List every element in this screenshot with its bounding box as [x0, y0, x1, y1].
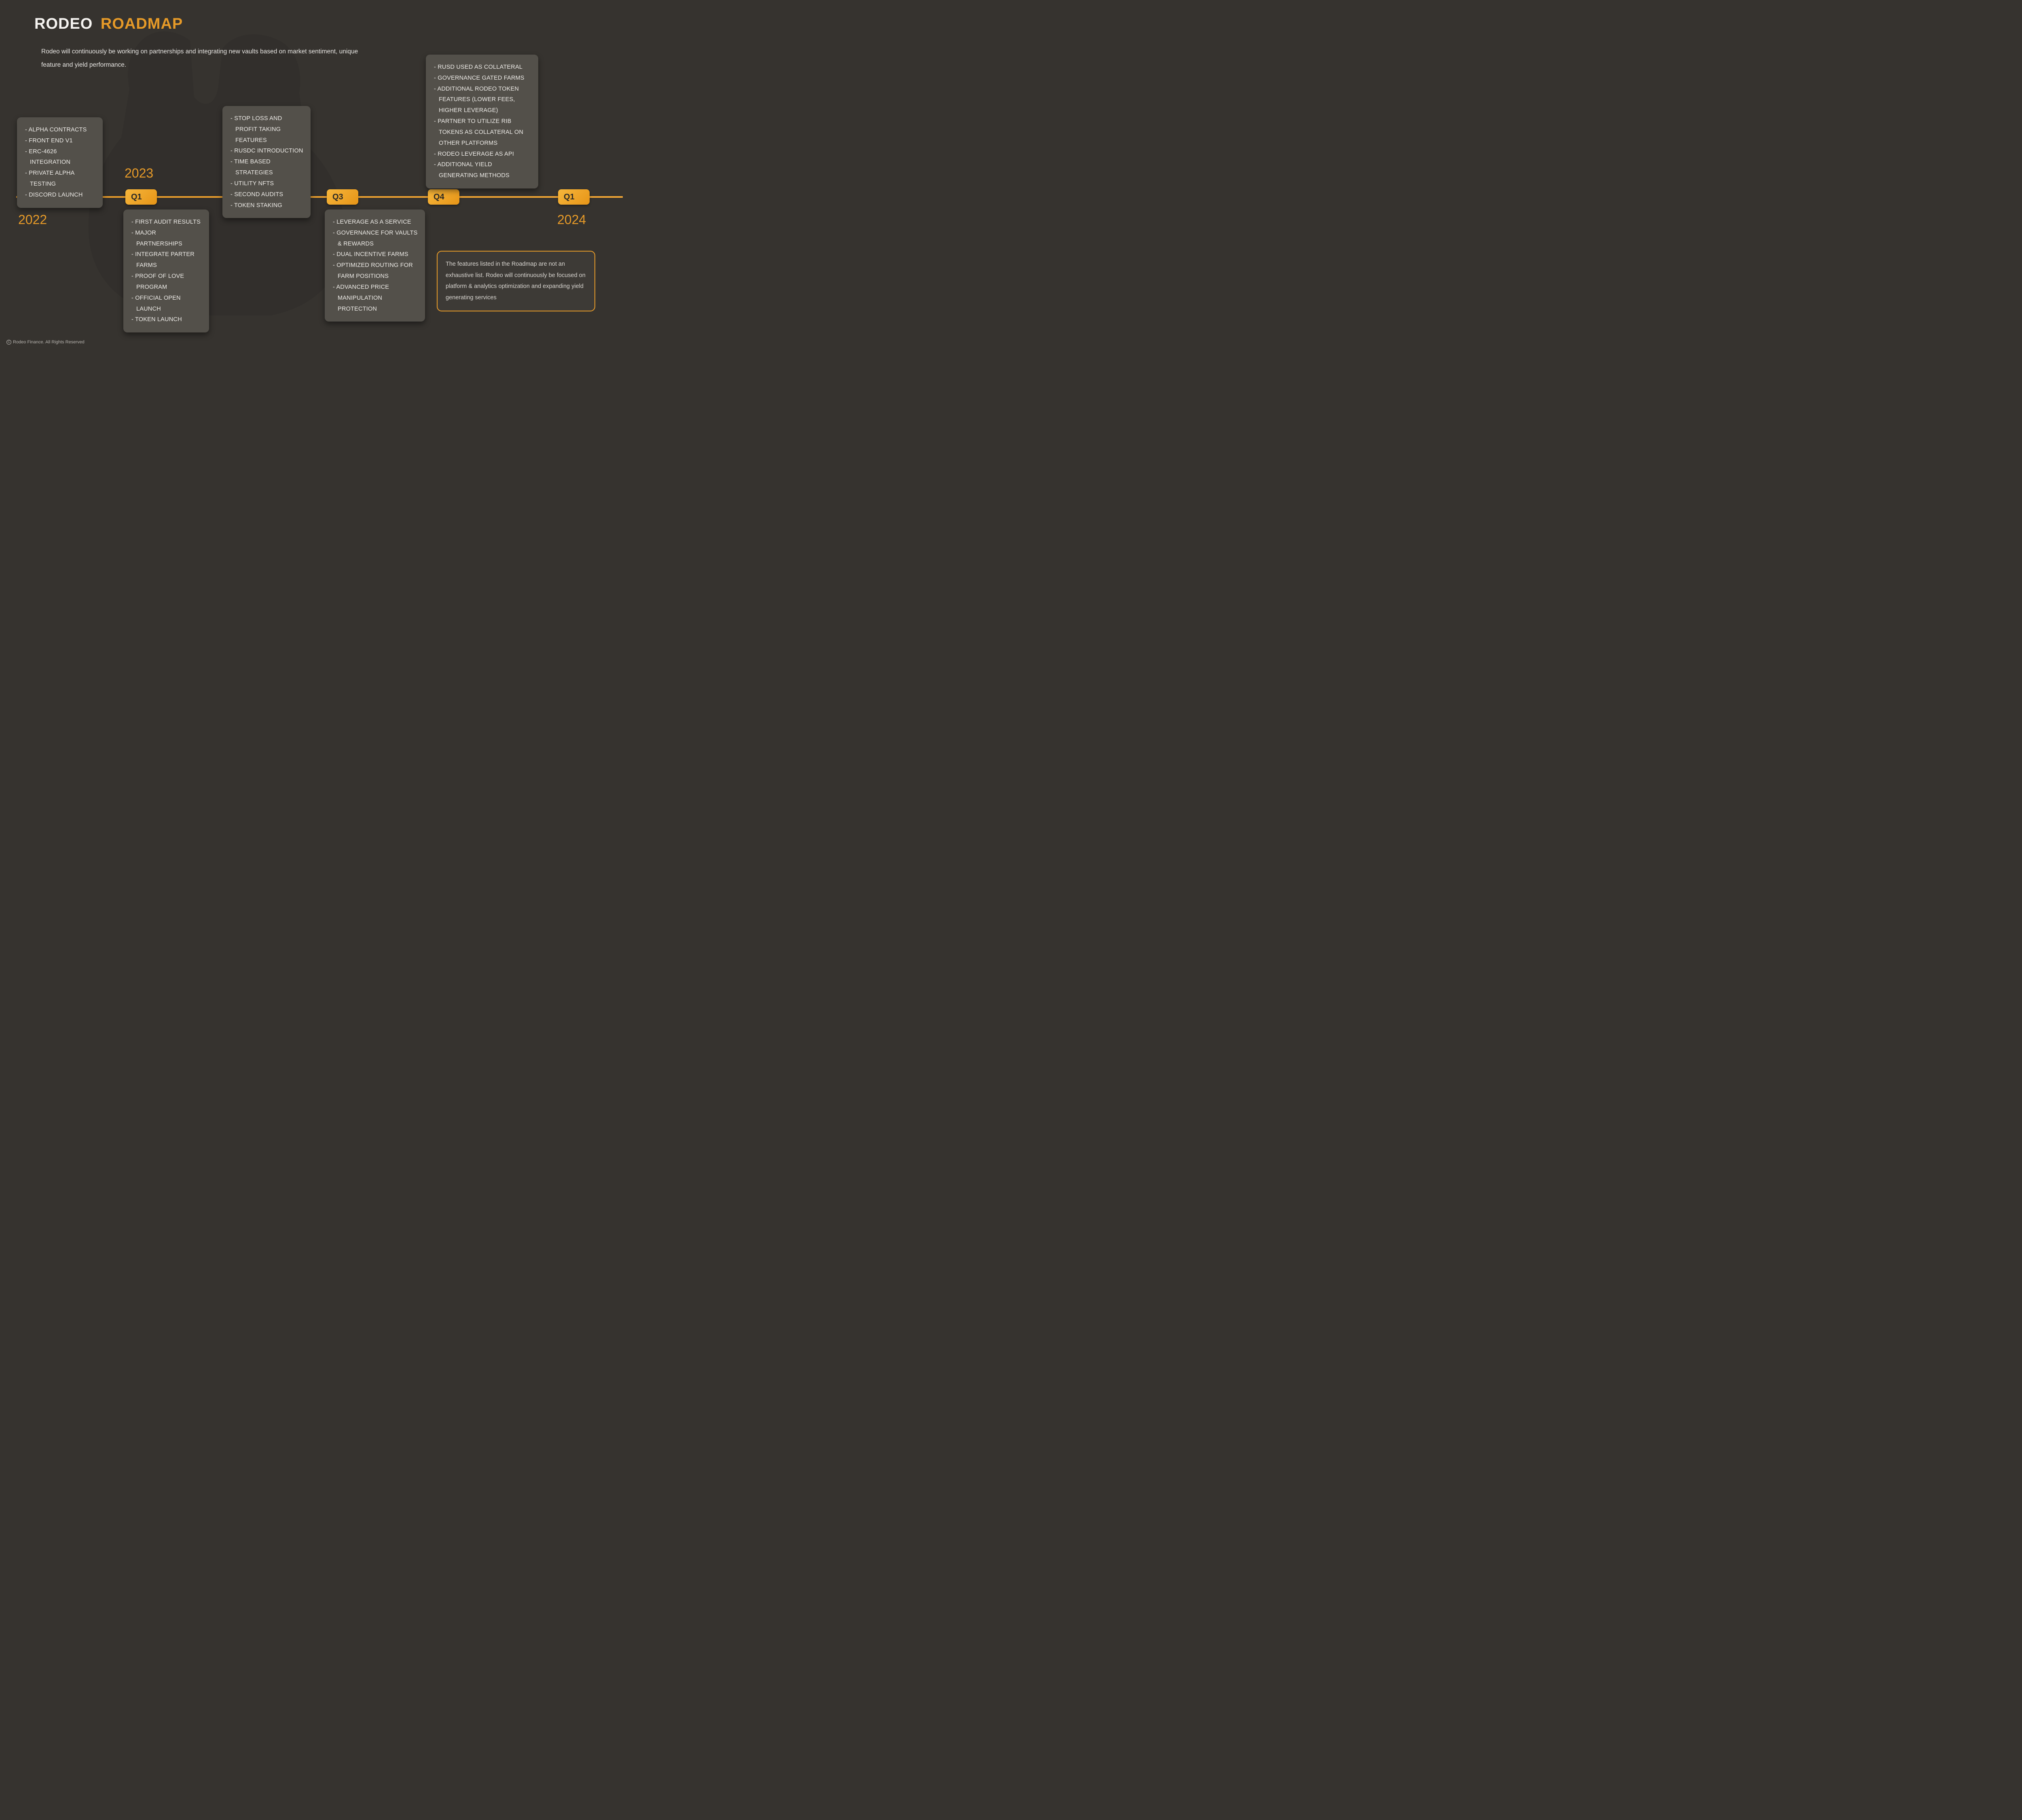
year-label: 2023 [125, 166, 153, 181]
milestone-item: PRIVATE ALPHA TESTING [25, 168, 95, 190]
milestone-item: PROOF OF LOVE PROGRAM [131, 271, 202, 293]
milestone-card-q3-2023: LEVERAGE AS A SERVICEGOVERNANCE FOR VAUL… [325, 210, 425, 322]
title-word-1: RODEO [34, 15, 93, 32]
milestone-item: GOVERNANCE FOR VAULTS & REWARDS [333, 228, 418, 250]
page-title: RODEO ROADMAP [34, 15, 183, 33]
quarter-badge-q1-2024: Q1 [558, 189, 590, 205]
milestone-item: FRONT END V1 [25, 135, 95, 146]
milestone-item: ALPHA CONTRACTS [25, 125, 95, 135]
milestone-list: FIRST AUDIT RESULTSMAJOR PARTNERSHIPSINT… [131, 217, 202, 325]
milestone-item: MAJOR PARTNERSHIPS [131, 228, 202, 250]
timeline-axis [16, 196, 623, 198]
milestone-item: DUAL INCENTIVE FARMS [333, 249, 418, 260]
milestone-list: ALPHA CONTRACTSFRONT END V1ERC-4626 INTE… [25, 125, 95, 201]
milestone-item: OFFICIAL OPEN LAUNCH [131, 293, 202, 315]
quarter-badge-q4-2023: Q4 [428, 189, 459, 205]
footer-text: Rodeo Finance. All Rights Reserved [13, 340, 85, 345]
milestone-item: ADDITIONAL RODEO TOKEN FEATURES (LOWER F… [434, 84, 531, 116]
milestone-item: LEVERAGE AS A SERVICE [333, 217, 418, 228]
page-subtitle: Rodeo will continuously be working on pa… [41, 45, 373, 72]
year-label: 2024 [557, 212, 586, 227]
milestone-item: TOKEN LAUNCH [131, 314, 202, 325]
milestone-item: OPTIMIZED ROUTING FOR FARM POSITIONS [333, 260, 418, 282]
milestone-item: TOKEN STAKING [231, 200, 303, 211]
milestone-card-q4-2022: ALPHA CONTRACTSFRONT END V1ERC-4626 INTE… [17, 117, 103, 208]
quarter-badge-q1-2023: Q1 [125, 189, 157, 205]
footer: C Rodeo Finance. All Rights Reserved [6, 340, 85, 345]
copyright-icon: C [6, 340, 11, 345]
milestone-list: STOP LOSS AND PROFIT TAKING FEATURESRUSD… [231, 113, 303, 211]
milestone-item: ADDITIONAL YIELD GENERATING METHODS [434, 159, 531, 181]
milestone-item: RUSD USED AS COLLATERAL [434, 62, 531, 73]
milestone-item: RUSDC INTRODUCTION [231, 146, 303, 157]
title-word-2: ROADMAP [101, 15, 183, 32]
milestone-item: PARTNER TO UTILIZE RIB TOKENS AS COLLATE… [434, 116, 531, 148]
milestone-card-q4-2023: RUSD USED AS COLLATERALGOVERNANCE GATED … [426, 55, 538, 188]
milestone-item: INTEGRATE PARTER FARMS [131, 249, 202, 271]
milestone-item: ADVANCED PRICE MANIPULATION PROTECTION [333, 282, 418, 314]
year-label: 2022 [18, 212, 47, 227]
milestone-item: STOP LOSS AND PROFIT TAKING FEATURES [231, 113, 303, 146]
milestone-item: SECOND AUDITS [231, 189, 303, 200]
milestone-item: DISCORD LAUNCH [25, 190, 95, 201]
milestone-card-q2-2023: STOP LOSS AND PROFIT TAKING FEATURESRUSD… [222, 106, 311, 218]
milestone-item: UTILITY NFTS [231, 178, 303, 189]
roadmap-page: RODEO ROADMAP Rodeo will continuously be… [0, 0, 623, 350]
disclaimer-text: The features listed in the Roadmap are n… [446, 261, 586, 301]
milestone-item: GOVERNANCE GATED FARMS [434, 73, 531, 84]
milestone-list: RUSD USED AS COLLATERALGOVERNANCE GATED … [434, 62, 531, 181]
disclaimer-note: The features listed in the Roadmap are n… [437, 251, 595, 311]
milestone-list: LEVERAGE AS A SERVICEGOVERNANCE FOR VAUL… [333, 217, 418, 314]
milestone-item: RODEO LEVERAGE AS API [434, 149, 531, 160]
milestone-item: ERC-4626 INTEGRATION [25, 146, 95, 168]
quarter-badge-q3-2023: Q3 [327, 189, 358, 205]
milestone-item: TIME BASED STRATEGIES [231, 157, 303, 178]
milestone-item: FIRST AUDIT RESULTS [131, 217, 202, 228]
milestone-card-q1-2023: FIRST AUDIT RESULTSMAJOR PARTNERSHIPSINT… [123, 210, 209, 332]
